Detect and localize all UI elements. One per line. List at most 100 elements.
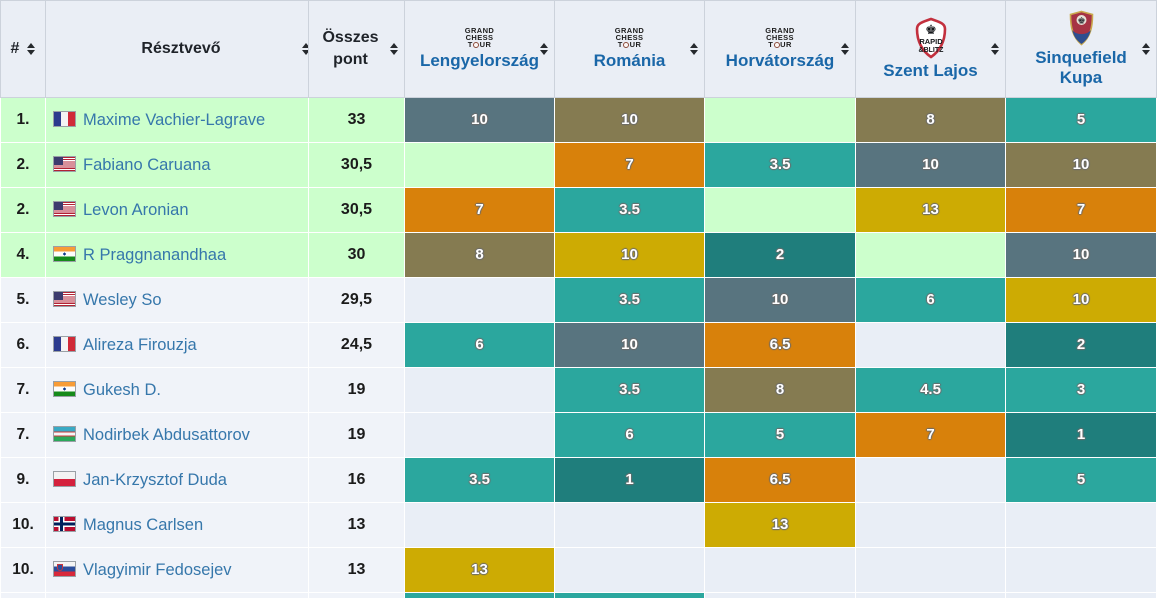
event-link-saint-louis[interactable]: Szent Lajos bbox=[883, 61, 978, 81]
score-cell: 10 bbox=[1005, 232, 1157, 278]
partial-table-row bbox=[0, 592, 1157, 598]
score-cell: 1 bbox=[554, 457, 705, 503]
score-value: 4.5 bbox=[920, 381, 941, 398]
table-row: 10. Vlagyimir Fedosejev 13 13 bbox=[0, 547, 1157, 593]
total-points-cell: 29,5 bbox=[308, 277, 405, 323]
score-value: 3.5 bbox=[619, 381, 640, 398]
score-value: 7 bbox=[1076, 201, 1086, 218]
total-points-cell: 13 bbox=[308, 547, 405, 593]
score-value: 5 bbox=[775, 426, 785, 443]
table-row: 4. R Praggnanandhaa 30 8 10 2 10 bbox=[0, 232, 1157, 278]
score-cell: 13 bbox=[704, 502, 856, 548]
player-link[interactable]: Levon Aronian bbox=[83, 200, 189, 219]
score-value: 10 bbox=[621, 111, 638, 128]
svg-text:RAPID: RAPID bbox=[919, 37, 943, 46]
column-header-romania[interactable]: GRAND CHESS T UR Románia bbox=[554, 0, 705, 98]
rank-cell: 5. bbox=[0, 277, 46, 323]
score-cell: 13 bbox=[855, 187, 1006, 233]
player-cell bbox=[45, 592, 309, 598]
score-cell: 10 bbox=[1005, 277, 1157, 323]
score-cell: 10 bbox=[855, 142, 1006, 188]
flag-us-icon bbox=[53, 155, 76, 172]
table-row: 1. Maxime Vachier-Lagrave 33 10 10 8 5 bbox=[0, 97, 1157, 143]
score-cell: 3.5 bbox=[554, 187, 705, 233]
event-link-croatia[interactable]: Horvátország bbox=[725, 51, 835, 71]
score-cell bbox=[1005, 502, 1157, 548]
player-link[interactable]: Fabiano Caruana bbox=[83, 155, 211, 174]
score-value: 1 bbox=[1076, 426, 1086, 443]
score-cell: 6 bbox=[554, 412, 705, 458]
score-cell bbox=[1005, 547, 1157, 593]
total-points-cell: 19 bbox=[308, 412, 405, 458]
score-value: 6.5 bbox=[769, 471, 791, 488]
table-row: 5. Wesley So 29,5 3.5 10 6 10 bbox=[0, 277, 1157, 323]
score-cell: 10 bbox=[554, 322, 705, 368]
score-cell: 7 bbox=[855, 412, 1006, 458]
grand-chess-tour-logo-icon: GRAND CHESS T UR bbox=[765, 26, 795, 50]
table-row: 2. Levon Aronian 30,5 7 3.5 13 7 bbox=[0, 187, 1157, 233]
flag-us-icon bbox=[53, 290, 76, 307]
score-value: 3.5 bbox=[769, 156, 791, 173]
score-cell: 5 bbox=[1005, 97, 1157, 143]
player-header-label: Résztvevő bbox=[141, 40, 221, 57]
event-link-romania[interactable]: Románia bbox=[593, 51, 666, 71]
flag-fr-icon bbox=[53, 335, 76, 352]
column-header-player[interactable]: Résztvevő bbox=[45, 0, 309, 98]
table-row: 6. Alireza Firouzja 24,5 6 10 6.5 2 bbox=[0, 322, 1157, 368]
column-header-croatia[interactable]: GRAND CHESS T UR Horvátország bbox=[704, 0, 856, 98]
score-value: 13 bbox=[771, 516, 789, 533]
score-cell: 8 bbox=[855, 97, 1006, 143]
column-header-saint-louis[interactable]: ♚ RAPID &BLITZ Szent Lajos bbox=[855, 0, 1006, 98]
column-header-sinquefield-cup[interactable]: ♚ Sinquefield Kupa bbox=[1005, 0, 1157, 98]
column-header-total-points[interactable]: Összes pont bbox=[308, 0, 405, 98]
player-link[interactable]: Magnus Carlsen bbox=[83, 515, 204, 534]
score-value: 8 bbox=[926, 111, 935, 128]
player-link[interactable]: Maxime Vachier-Lagrave bbox=[83, 110, 266, 129]
score-value: 6.5 bbox=[769, 336, 791, 353]
column-header-poland[interactable]: GRAND CHESS T UR Lengyelország bbox=[404, 0, 555, 98]
score-cell: 6 bbox=[855, 277, 1006, 323]
player-link[interactable]: Gukesh D. bbox=[83, 380, 161, 399]
score-value: 7 bbox=[926, 426, 935, 443]
event-link-sinquefield-cup[interactable]: Sinquefield Kupa bbox=[1035, 48, 1127, 87]
player-link[interactable]: R Praggnanandhaa bbox=[83, 245, 227, 264]
score-cell bbox=[855, 457, 1006, 503]
score-value: 5 bbox=[1076, 471, 1086, 488]
score-cell bbox=[855, 502, 1006, 548]
rank-cell: 7. bbox=[0, 367, 46, 413]
score-cell: 3.5 bbox=[554, 367, 705, 413]
score-cell: 2 bbox=[1005, 322, 1157, 368]
player-link[interactable]: Nodirbek Abdusattorov bbox=[83, 425, 250, 444]
player-link[interactable]: Alireza Firouzja bbox=[83, 335, 197, 354]
score-cell: 2 bbox=[704, 232, 856, 278]
score-cell bbox=[704, 592, 856, 598]
player-link[interactable]: Wesley So bbox=[83, 290, 162, 309]
rank-cell: 4. bbox=[0, 232, 46, 278]
table-row: 2. Fabiano Caruana 30,5 7 3.5 10 10 bbox=[0, 142, 1157, 188]
score-value: 13 bbox=[471, 561, 488, 578]
rank-cell: 2. bbox=[0, 187, 46, 233]
score-value: 1 bbox=[625, 471, 634, 488]
score-value: 6 bbox=[475, 336, 484, 353]
score-cell bbox=[704, 187, 856, 233]
grand-chess-tour-logo-icon: GRAND CHESS T UR bbox=[614, 26, 645, 50]
player-cell: Magnus Carlsen bbox=[45, 502, 309, 548]
score-value: 10 bbox=[1072, 291, 1090, 308]
score-cell bbox=[704, 547, 856, 593]
sort-icon bbox=[841, 43, 849, 55]
score-value: 3.5 bbox=[469, 471, 490, 488]
sort-icon bbox=[1142, 43, 1150, 55]
score-cell: 5 bbox=[1005, 457, 1157, 503]
score-value: 7 bbox=[475, 201, 484, 218]
event-link-poland[interactable]: Lengyelország bbox=[419, 51, 540, 71]
score-cell bbox=[855, 547, 1006, 593]
score-value: 10 bbox=[621, 246, 638, 263]
player-link[interactable]: Vlagyimir Fedosejev bbox=[83, 560, 232, 579]
column-header-rank[interactable]: # bbox=[0, 0, 46, 98]
header-row: # Résztvevő Összes pont GRAND bbox=[0, 0, 1157, 98]
score-cell bbox=[855, 322, 1006, 368]
player-link[interactable]: Jan-Krzysztof Duda bbox=[83, 470, 227, 489]
score-cell: 10 bbox=[704, 277, 856, 323]
score-value: 3.5 bbox=[619, 291, 640, 308]
total-points-cell: 24,5 bbox=[308, 322, 405, 368]
